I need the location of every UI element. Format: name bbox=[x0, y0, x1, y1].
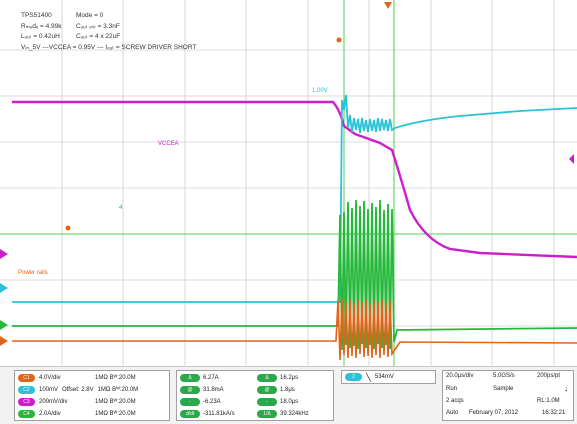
ch3-ground-marker[interactable] bbox=[0, 249, 8, 259]
frequency-icon: 1/Δ bbox=[257, 409, 277, 418]
time-delta-icon: Δ bbox=[257, 373, 277, 382]
ch3-coupling: 1MΩ Bᵂ:20.0M bbox=[95, 398, 136, 405]
ch1-setting-row[interactable]: C1 4.0V/div 1MΩ Bᵂ:20.0M bbox=[18, 372, 136, 383]
cursor-b-value-row: - -6.23A bbox=[180, 396, 221, 407]
cursor-dot-upper bbox=[336, 37, 342, 43]
ch2-waveform bbox=[12, 94, 577, 303]
horizontal-scale: 20.0μs/div bbox=[446, 373, 474, 379]
ch4-marker-label: 4 bbox=[119, 205, 123, 211]
ch3-offset-marker[interactable] bbox=[569, 154, 574, 164]
trigger-position-marker[interactable] bbox=[384, 2, 392, 9]
ch3-waveform bbox=[12, 100, 577, 259]
mode-setting: Mode = 0 bbox=[76, 12, 104, 19]
arrow-down-icon: ↓ bbox=[564, 384, 568, 393]
time-delta-row: Δ 16.2μs bbox=[257, 372, 298, 383]
device-name: TPS51400 bbox=[21, 12, 52, 19]
trigger-slope-icon: ╲ bbox=[366, 372, 371, 382]
trigger-mode[interactable]: Auto bbox=[446, 410, 459, 416]
cursor-delta-value: 6.27A bbox=[203, 374, 219, 381]
time-delta-value: 16.2μs bbox=[280, 374, 299, 381]
cursor-delta-row: Δ 6.27A bbox=[180, 372, 219, 383]
ch2-coupling: 1MΩ Bᵂ:20.0M bbox=[97, 386, 139, 393]
time-a-icon: @ bbox=[257, 385, 277, 394]
cursor-b-value: -6.23A bbox=[203, 398, 221, 405]
slope-icon: d/dt bbox=[180, 409, 200, 418]
ch1-waveform bbox=[12, 297, 577, 361]
cursor-a-icon: @ bbox=[180, 385, 200, 394]
time-b-row: - 18.0μs bbox=[257, 396, 298, 407]
cout-setting: Cₒᵤₜ = 4 x 22uF bbox=[76, 33, 121, 40]
cout-esr-setting: Cₒᵤₜ ₑₛᵣ = 3.3nF bbox=[76, 23, 120, 30]
ch2-offset: Offset: 2.8V bbox=[62, 386, 94, 393]
timebase-box[interactable]: 20.0μs/div 5.0GS/s 200ps/pt Run Sample ↓… bbox=[442, 370, 574, 421]
trigger-level-value: 534mV bbox=[374, 374, 394, 380]
status-panel: C1 4.0V/div 1MΩ Bᵂ:20.0M C2 100mV Offset… bbox=[0, 366, 577, 424]
acquisition-mode: Sample bbox=[493, 386, 514, 392]
time-a-row: @ 1.8μs bbox=[257, 384, 295, 395]
record-length: RL:1.0M bbox=[537, 398, 560, 404]
ch4-setting-row[interactable]: C4 2.0A/div 1MΩ Bᵂ:20.0M bbox=[18, 408, 136, 419]
sample-rate: 5.0GS/s bbox=[493, 373, 515, 379]
capture-time: 16:32:21 bbox=[542, 410, 566, 416]
time-a-value: 1.8μs bbox=[280, 386, 295, 393]
run-state[interactable]: Run bbox=[446, 386, 458, 392]
test-conditions: Vᵢₙ_5V ---VCCEA = 0.95V --- Iₒᵤₜ = SCREW… bbox=[21, 44, 197, 51]
ch4-scale: 2.0A/div bbox=[39, 410, 61, 417]
frequency-row: 1/Δ 39.324kHz bbox=[257, 408, 309, 419]
ch1-ground-marker[interactable] bbox=[0, 336, 8, 346]
lout-setting: Lₒᵤₜ = 0.42uH bbox=[21, 33, 60, 40]
time-b-icon: - bbox=[257, 397, 277, 406]
delta-icon: Δ bbox=[180, 373, 200, 382]
cursor-a-value-row: @ 31.8mA bbox=[180, 384, 224, 395]
channel-settings-box[interactable]: C1 4.0V/div 1MΩ Bᵂ:20.0M C2 100mV Offset… bbox=[14, 370, 170, 421]
record-resolution: 200ps/pt bbox=[537, 373, 561, 379]
ch4-coupling: 1MΩ Bᵂ:20.0M bbox=[95, 410, 136, 417]
ch4-badge[interactable]: C4 bbox=[18, 409, 35, 418]
waveform-area[interactable] bbox=[0, 0, 577, 366]
ch3-scale: 200mV/div bbox=[39, 398, 68, 405]
ch2-scale: 100mV bbox=[39, 386, 59, 393]
cursor-a-value: 31.8mA bbox=[203, 386, 224, 393]
cursor-measurements-box[interactable]: Δ 6.27A @ 31.8mA - -6.23A d/dt -311.81kA… bbox=[176, 370, 334, 421]
ch3-setting-row[interactable]: C3 200mV/div 1MΩ Bᵂ:20.0M bbox=[18, 396, 136, 407]
ground-markers[interactable] bbox=[0, 249, 8, 346]
cursor-b-icon: - bbox=[180, 397, 200, 406]
time-b-value: 18.0μs bbox=[280, 398, 299, 405]
trigger-level-label: 1.00V bbox=[312, 88, 328, 94]
trigger-channel-badge: 2 bbox=[345, 373, 362, 381]
cursor-dot-left bbox=[65, 225, 71, 231]
ch1-coupling: 1MΩ Bᵂ:20.0M bbox=[95, 374, 136, 381]
capture-date: February 07, 2012 bbox=[469, 410, 519, 416]
cursor-slope-row: d/dt -311.81kA/s bbox=[180, 408, 235, 419]
ch2-setting-row[interactable]: C2 100mV Offset: 2.8V 1MΩ Bᵂ:20.0M bbox=[18, 384, 138, 395]
power-rail-label: Power rails bbox=[18, 270, 48, 276]
ch2-badge[interactable]: C2 bbox=[18, 385, 35, 394]
ch4-ground-marker[interactable] bbox=[0, 320, 8, 330]
ch1-scale: 4.0V/div bbox=[39, 374, 61, 381]
cursor-slope-value: -311.81kA/s bbox=[203, 410, 235, 417]
ch2-ground-marker[interactable] bbox=[0, 283, 8, 293]
acquisition-count: 2 acqs bbox=[446, 398, 464, 404]
frequency-value: 39.324kHz bbox=[280, 410, 309, 417]
trigger-readout[interactable]: 2 ╲ 534mV bbox=[341, 370, 436, 384]
rmode-setting: Rₘₒdₑ = 4.99k bbox=[21, 23, 62, 30]
vccea-label: VCCEA bbox=[158, 141, 179, 147]
ch3-badge[interactable]: C3 bbox=[18, 397, 35, 406]
ch1-badge[interactable]: C1 bbox=[18, 373, 35, 382]
